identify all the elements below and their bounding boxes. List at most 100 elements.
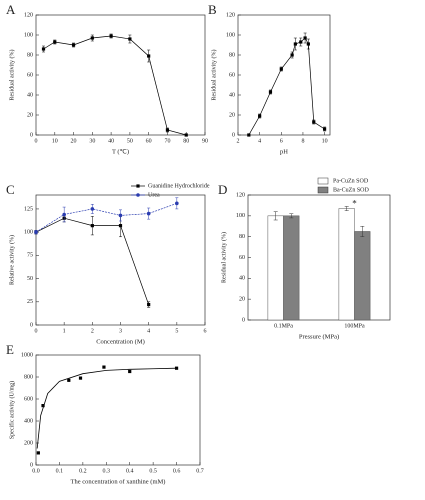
x-tick-label: 8 [301, 138, 304, 144]
x-tick-label: 70 [164, 138, 170, 144]
y-tick-label: 60 [27, 72, 33, 78]
panel-label: D [218, 182, 227, 197]
legend-swatch [317, 177, 329, 185]
data-point [90, 207, 95, 211]
data-point [293, 42, 297, 46]
x-axis-label: pH [280, 148, 288, 155]
y-axis-label: Residual activity (%) [8, 50, 15, 101]
panel-label: B [208, 2, 217, 17]
y-tick-label: 40 [27, 92, 33, 98]
x-tick-label: 0.7 [196, 468, 204, 474]
x-tick-label: 0.1 [56, 468, 64, 474]
y-tick-label: 0 [30, 462, 33, 468]
x-tick-label: 50 [127, 138, 133, 144]
y-tick-label: 0 [30, 132, 33, 138]
data-point [312, 120, 316, 124]
bar [267, 215, 284, 321]
series-line [43, 35, 187, 136]
x-tick-label: 0.4 [126, 468, 134, 474]
bar [283, 215, 300, 321]
data-point [299, 40, 303, 44]
data-point [41, 404, 45, 408]
y-tick-label: 100 [236, 213, 245, 219]
data-point [71, 43, 76, 47]
y-tick-label: 50 [27, 276, 33, 282]
legend-label: Ba-CuZn SOD [333, 187, 370, 193]
y-tick-label: 0 [242, 317, 245, 323]
y-tick-label: 120 [226, 12, 235, 18]
data-point [147, 54, 151, 58]
data-point [118, 213, 123, 218]
x-tick-label: 4 [147, 328, 150, 334]
x-tick-label: 60 [146, 138, 152, 144]
data-point [290, 53, 294, 57]
y-tick-label: 80 [27, 52, 33, 58]
fit-curve [36, 367, 177, 449]
x-tick-label: 40 [108, 138, 114, 144]
data-point [175, 201, 179, 206]
x-tick-label: 5 [175, 328, 178, 334]
x-tick-label: 0 [35, 328, 38, 334]
x-tick-label: 4 [258, 138, 261, 144]
data-point [118, 224, 123, 228]
data-point [62, 212, 66, 217]
x-axis-label: The concentration of xanthine (mM) [71, 478, 166, 485]
y-tick-label: 60 [239, 255, 245, 261]
x-tick-label: 80 [183, 138, 189, 144]
data-point [34, 230, 38, 234]
panel-label: C [6, 182, 15, 197]
legend-label: Urea [148, 192, 160, 198]
y-tick-label: 20 [27, 112, 33, 118]
y-tick-label: 40 [239, 276, 245, 282]
y-tick-label: 0 [232, 132, 235, 138]
y-tick-label: 75 [27, 253, 33, 259]
y-tick-label: 40 [229, 92, 235, 98]
y-tick-label: 1000 [21, 352, 33, 358]
data-point [258, 114, 262, 118]
data-point [67, 378, 71, 382]
y-tick-label: 80 [229, 52, 235, 58]
legend-marker [136, 184, 140, 188]
y-tick-label: 600 [24, 396, 33, 402]
x-tick-label: 0.5 [149, 468, 157, 474]
data-point [90, 224, 94, 228]
x-axis-label: T (℃) [112, 148, 129, 155]
data-point [306, 42, 310, 46]
series-line [35, 203, 177, 233]
data-point [174, 366, 179, 370]
plot-frame [237, 14, 331, 136]
x-axis-label: Pressure (MPa) [299, 333, 339, 340]
x-axis-label: Concentration (M) [96, 338, 145, 345]
bar [338, 208, 355, 321]
x-tick-label: 0.2 [79, 468, 87, 474]
plot-frame [35, 14, 206, 136]
data-point [322, 127, 327, 131]
y-tick-label: 25 [27, 299, 33, 305]
x-tick-label: 20 [71, 138, 77, 144]
x-tick-label: 2 [91, 328, 94, 334]
data-point [147, 302, 151, 307]
y-tick-label: 200 [24, 440, 33, 446]
error-bar [273, 211, 278, 221]
data-point [268, 90, 273, 94]
y-axis-label: Relative activity (%) [8, 235, 15, 285]
data-point [279, 67, 283, 71]
data-point [303, 36, 307, 40]
error-bar [289, 213, 294, 219]
x-tick-label: 100MPa [344, 323, 365, 329]
data-point [78, 376, 83, 380]
y-tick-label: 125 [24, 206, 33, 212]
data-point [184, 133, 188, 137]
data-point [247, 133, 251, 137]
x-tick-label: 6 [280, 138, 283, 144]
bar [354, 231, 371, 321]
legend-swatch [317, 186, 329, 194]
data-point [128, 369, 132, 374]
y-tick-label: 0 [30, 322, 33, 328]
x-tick-label: 2 [237, 138, 240, 144]
x-tick-label: 1 [63, 328, 66, 334]
y-tick-label: 100 [24, 32, 33, 38]
panel-label: A [6, 2, 16, 17]
data-point [41, 47, 46, 51]
y-tick-label: 20 [239, 297, 245, 303]
